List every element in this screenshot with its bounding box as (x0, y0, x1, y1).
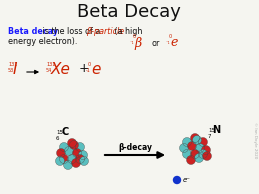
Text: 15: 15 (208, 127, 215, 133)
Text: e⁻: e⁻ (183, 177, 191, 183)
Circle shape (174, 177, 181, 184)
Circle shape (191, 133, 199, 143)
Circle shape (198, 150, 207, 158)
Circle shape (192, 135, 202, 145)
Circle shape (183, 150, 191, 158)
Text: 0: 0 (169, 35, 172, 40)
Text: 7: 7 (208, 133, 212, 139)
Text: β: β (134, 36, 141, 49)
Circle shape (64, 146, 74, 156)
Text: Xe: Xe (51, 61, 71, 76)
Text: 6: 6 (56, 135, 60, 140)
Circle shape (183, 138, 191, 146)
Circle shape (196, 144, 205, 152)
Text: I: I (13, 61, 18, 76)
Text: 54: 54 (46, 68, 52, 73)
Text: β-particle: β-particle (86, 28, 124, 36)
Circle shape (76, 154, 84, 164)
Circle shape (68, 154, 76, 164)
Text: 15: 15 (56, 130, 63, 134)
Circle shape (198, 138, 207, 146)
Text: β-decay: β-decay (118, 144, 152, 152)
Text: (a high: (a high (112, 28, 142, 36)
Circle shape (203, 152, 212, 160)
Circle shape (76, 143, 84, 152)
Text: -1: -1 (86, 68, 91, 73)
Circle shape (69, 140, 78, 150)
Text: is the loss of a: is the loss of a (40, 28, 103, 36)
Circle shape (63, 160, 73, 170)
Circle shape (60, 143, 68, 152)
Text: 131: 131 (8, 61, 17, 67)
Text: energy electron).: energy electron). (8, 36, 77, 46)
Circle shape (73, 148, 82, 158)
Text: e: e (170, 36, 177, 49)
Circle shape (80, 157, 89, 165)
Circle shape (179, 144, 189, 152)
Circle shape (191, 150, 199, 158)
Circle shape (195, 153, 204, 163)
Text: e: e (91, 61, 100, 76)
Circle shape (78, 151, 88, 159)
Text: 53: 53 (8, 68, 14, 73)
Text: C: C (61, 127, 68, 137)
Text: Beta decay: Beta decay (8, 28, 58, 36)
Circle shape (60, 154, 68, 164)
Text: +: + (79, 62, 90, 75)
Text: ⁻₁: ⁻₁ (130, 41, 134, 46)
Circle shape (202, 146, 211, 154)
Circle shape (186, 156, 196, 165)
Text: © Ian Doyle 2020: © Ian Doyle 2020 (253, 122, 257, 158)
Text: or: or (152, 38, 160, 48)
Circle shape (68, 139, 76, 147)
Circle shape (55, 157, 64, 165)
Text: 0: 0 (88, 61, 91, 67)
Text: ⁻₁: ⁻₁ (166, 41, 170, 46)
Circle shape (188, 141, 197, 151)
Text: Beta Decay: Beta Decay (77, 3, 181, 21)
Text: 0: 0 (133, 35, 136, 40)
Text: 131: 131 (46, 61, 55, 67)
Circle shape (71, 158, 81, 167)
Circle shape (56, 148, 66, 158)
Text: N: N (212, 125, 220, 135)
